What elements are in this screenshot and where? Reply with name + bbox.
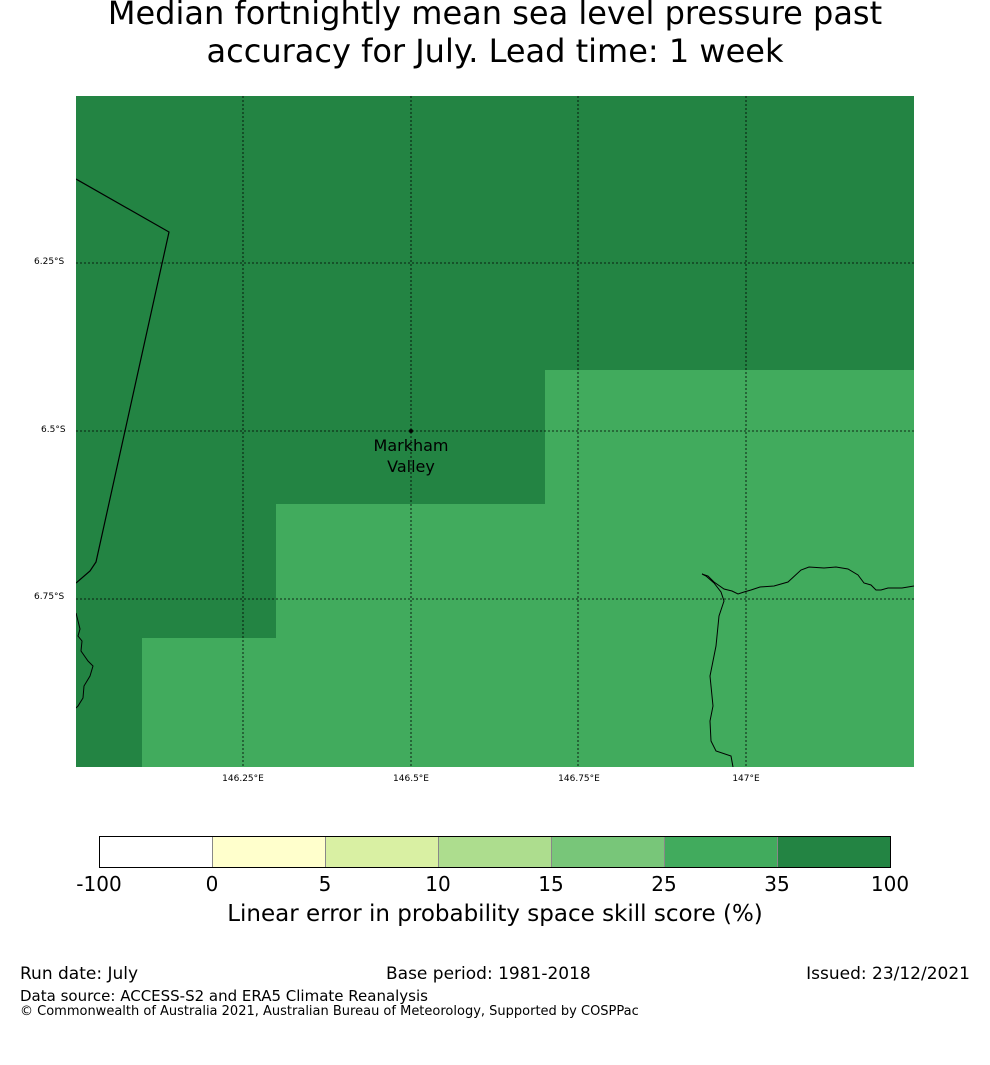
- title-line-1: Median fortnightly mean sea level pressu…: [107, 0, 883, 32]
- location-label: Markham Valley: [374, 435, 449, 477]
- colorbar-tick: -100: [76, 872, 122, 896]
- map-svg: [76, 96, 914, 767]
- colorbar-segment: [552, 837, 665, 867]
- colorbar-tick: 5: [318, 872, 332, 896]
- data-source: Data source: ACCESS-S2 and ERA5 Climate …: [20, 987, 428, 1005]
- run-date: Run date: July: [20, 964, 139, 984]
- west-coastline: [76, 612, 94, 709]
- map-area[interactable]: [76, 96, 914, 767]
- colorbar-segment: [213, 837, 326, 867]
- lat-label-6-5: 6.5°S: [41, 425, 66, 435]
- location-marker[interactable]: [409, 429, 413, 433]
- title-line-2: accuracy for July. Lead time: 1 week: [206, 32, 784, 70]
- colorbar-tick: 15: [538, 872, 564, 896]
- lon-label-146-75: 146.75°E: [558, 774, 600, 784]
- colorbar-tick: 10: [425, 872, 451, 896]
- base-period: Base period: 1981-2018: [386, 964, 591, 984]
- lat-label-6-75: 6.75°S: [34, 592, 65, 602]
- east-coastline: [701, 566, 914, 767]
- issued-date: Issued: 23/12/2021: [806, 964, 970, 984]
- location-name-line-1: Markham: [373, 436, 449, 455]
- colorbar-segment: [100, 837, 213, 867]
- colorbar-segment: [778, 837, 890, 867]
- copyright: © Commonwealth of Australia 2021, Austra…: [20, 1004, 639, 1019]
- lon-label-146-5: 146.5°E: [393, 774, 429, 784]
- lat-label-6-25: 6.25°S: [34, 257, 65, 267]
- map-title: Median fortnightly mean sea level pressu…: [0, 0, 990, 70]
- lon-label-146-25: 146.25°E: [222, 774, 264, 784]
- colorbar-tick: 100: [870, 872, 910, 896]
- colorbar-segment: [326, 837, 439, 867]
- border-line: [76, 178, 170, 584]
- colorbar-tick: 25: [651, 872, 677, 896]
- colorbar-tick: 35: [764, 872, 790, 896]
- colorbar-label: Linear error in probability space skill …: [227, 901, 763, 927]
- colorbar-segment: [439, 837, 552, 867]
- skill-region-light: [142, 370, 914, 767]
- lon-label-147: 147°E: [732, 774, 760, 784]
- colorbar-segment: [665, 837, 778, 867]
- colorbar: [99, 836, 891, 868]
- colorbar-tick: 0: [205, 872, 219, 896]
- location-name-line-2: Valley: [387, 457, 435, 476]
